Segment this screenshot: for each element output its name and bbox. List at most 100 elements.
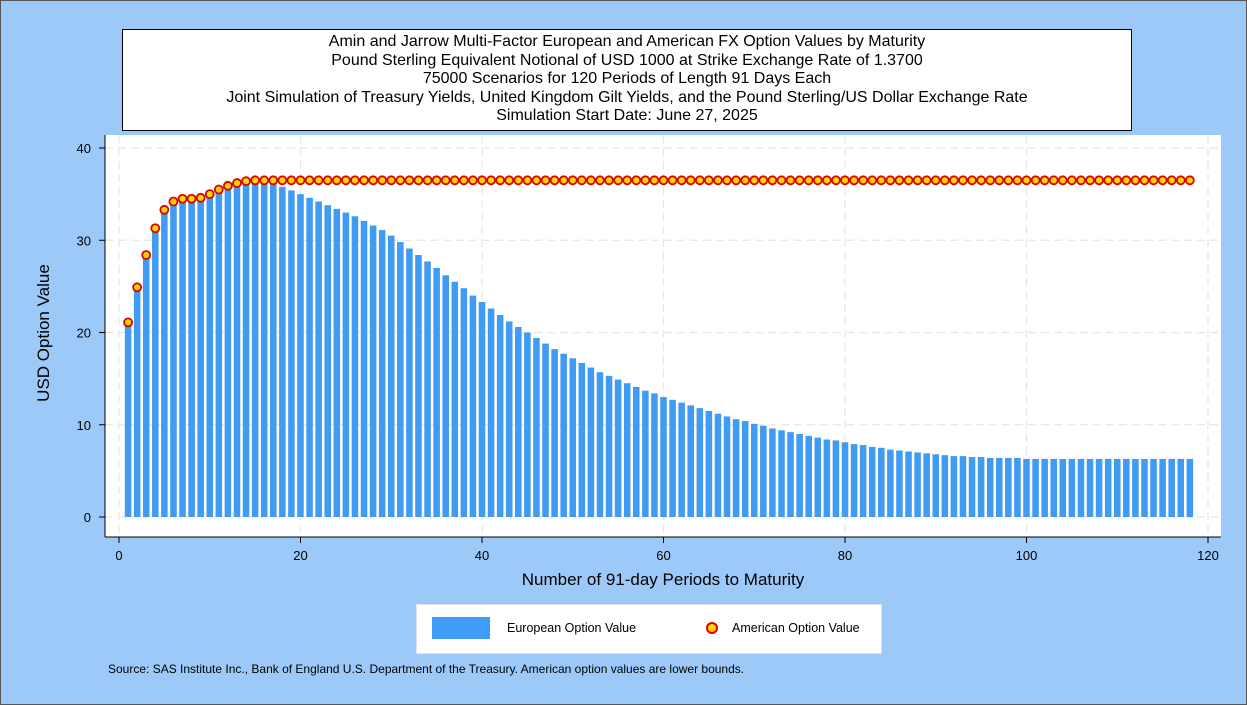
european-bar: [923, 453, 930, 517]
american-marker: [812, 175, 823, 186]
american-marker: [232, 178, 242, 188]
legend-label-american: American Option Value: [732, 621, 860, 635]
american-marker: [994, 175, 1005, 186]
american-marker: [386, 175, 397, 186]
european-bar: [750, 423, 758, 517]
european-bar: [705, 410, 713, 517]
american-marker: [586, 175, 596, 186]
european-bar: [170, 201, 177, 517]
european-bar: [914, 452, 921, 517]
american-marker: [595, 175, 605, 186]
european-bar: [868, 446, 876, 517]
american-marker: [613, 175, 624, 186]
european-bar: [524, 332, 531, 517]
european-bar: [315, 201, 322, 517]
european-bar: [623, 383, 631, 517]
european-bar: [279, 186, 286, 517]
european-bar: [1186, 458, 1194, 517]
american-marker: [749, 175, 760, 186]
x-tick-label: 0: [115, 548, 122, 563]
american-marker: [449, 175, 460, 186]
american-marker: [649, 175, 660, 186]
american-marker: [141, 250, 152, 260]
european-bar: [233, 183, 241, 517]
american-marker: [794, 175, 805, 186]
american-marker: [921, 175, 932, 186]
american-marker: [694, 175, 705, 186]
european-bar: [406, 248, 413, 518]
american-marker: [1076, 175, 1086, 186]
american-marker: [250, 175, 261, 186]
american-marker: [1021, 175, 1032, 186]
x-tick-label: 20: [293, 548, 307, 563]
american-marker: [513, 175, 524, 186]
legend-marker-american: [706, 622, 718, 634]
title-line-5: Simulation Start Date: June 27, 2025: [496, 107, 758, 125]
american-marker: [431, 175, 442, 186]
american-marker: [958, 175, 968, 186]
european-bar: [732, 419, 740, 517]
american-marker: [831, 175, 841, 186]
european-bar: [578, 362, 586, 517]
american-marker: [949, 175, 959, 186]
american-marker: [576, 175, 587, 186]
x-tick-label: 80: [838, 548, 852, 563]
american-marker: [776, 175, 787, 186]
american-marker: [840, 175, 850, 186]
european-bar: [297, 194, 304, 517]
european-bar: [397, 242, 404, 517]
american-marker: [504, 175, 515, 186]
american-marker: [413, 175, 424, 186]
american-marker: [440, 175, 451, 186]
european-bar: [614, 379, 622, 517]
american-marker: [622, 175, 633, 186]
american-marker: [277, 175, 288, 186]
x-tick-label: 100: [1016, 548, 1038, 563]
american-marker: [313, 175, 324, 186]
european-bar: [270, 183, 277, 518]
american-marker: [458, 175, 469, 186]
european-bar: [369, 225, 377, 518]
american-marker: [204, 189, 215, 200]
european-bar: [1123, 458, 1130, 517]
european-bar: [1113, 458, 1121, 517]
european-bar: [1141, 458, 1148, 517]
american-marker: [685, 175, 696, 186]
european-bar: [642, 390, 649, 517]
european-bar: [741, 421, 749, 517]
european-bar: [251, 181, 259, 517]
american-marker: [976, 175, 987, 186]
american-marker: [876, 175, 887, 186]
european-bar: [179, 198, 186, 518]
american-marker: [1130, 175, 1141, 186]
american-marker: [1157, 175, 1168, 186]
european-bar: [351, 216, 359, 517]
european-bar: [814, 437, 822, 517]
european-bar: [469, 295, 477, 517]
american-marker: [821, 175, 832, 186]
american-marker: [350, 175, 360, 186]
european-bar: [133, 287, 141, 517]
european-bar: [1086, 458, 1094, 517]
american-markers: [123, 175, 1195, 328]
american-marker: [939, 175, 950, 186]
european-bar: [306, 197, 313, 517]
european-bar: [1159, 458, 1166, 517]
american-marker: [849, 175, 859, 186]
european-bar: [859, 445, 867, 517]
european-bar: [515, 326, 522, 517]
european-bar: [968, 457, 976, 517]
american-marker: [395, 175, 406, 186]
european-bar: [288, 190, 295, 517]
american-marker: [1048, 175, 1059, 186]
american-marker: [885, 175, 896, 186]
american-marker: [1166, 175, 1177, 186]
american-marker: [377, 175, 388, 186]
european-bar: [696, 408, 704, 517]
title-line-4: Joint Simulation of Treasury Yields, Uni…: [226, 88, 1028, 106]
european-bar: [424, 261, 431, 517]
y-tick-label: 20: [77, 326, 91, 341]
american-marker: [195, 192, 206, 203]
american-marker: [123, 317, 133, 328]
